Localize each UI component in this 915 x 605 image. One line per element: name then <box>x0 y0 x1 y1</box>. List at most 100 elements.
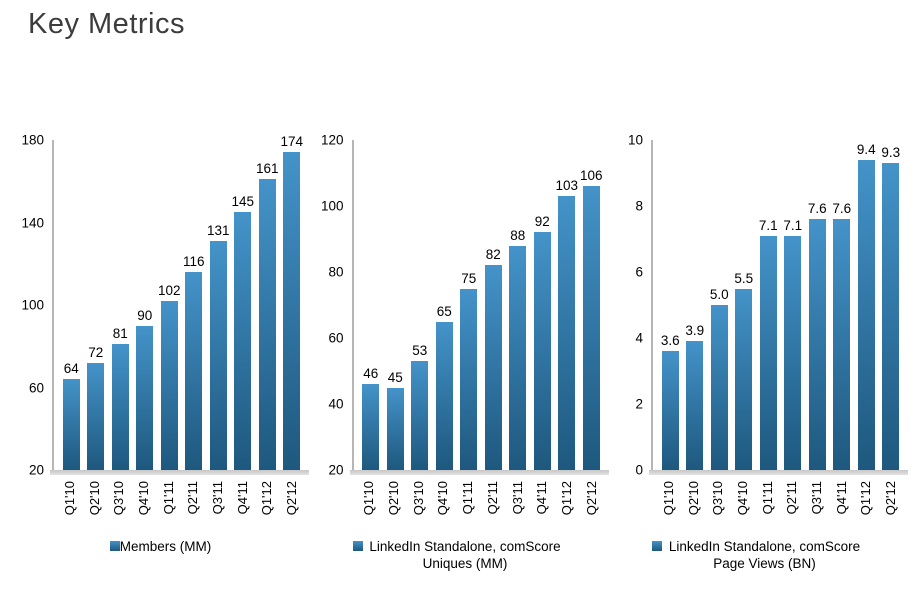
x-tick-label: Q4'11 <box>534 481 550 515</box>
bar-value-label: 3.6 <box>660 333 680 349</box>
x-slot: Q4'10 <box>730 481 755 529</box>
bar-slot: 90 <box>133 140 158 470</box>
x-axis-baseline <box>349 470 609 475</box>
y-tick-label: 40 <box>328 396 344 412</box>
bar: 131 <box>207 223 230 470</box>
bar-value-label: 72 <box>88 344 104 360</box>
y-tick-label: 60 <box>328 330 344 346</box>
legend-swatch-icon <box>352 541 363 551</box>
bar-slot: 116 <box>182 140 207 470</box>
plot-area: 3.6 3.9 5.0 5.5 7.1 7.1 7.6 7.6 9.4 9.3 <box>651 140 908 470</box>
x-tick-label: Q2'12 <box>284 481 300 516</box>
bar-value-label: 5.5 <box>734 270 754 286</box>
plot-area: 64 72 81 90 102 116 131 145 161 174 <box>52 134 309 470</box>
y-tick-label: 20 <box>328 462 344 478</box>
x-tick-label: Q1'12 <box>558 481 574 516</box>
x-tick-label: Q4'11 <box>234 481 250 515</box>
bar-slot: 102 <box>157 140 182 470</box>
x-tick-label: Q4'10 <box>135 481 151 516</box>
legend-label: Members (MM) <box>119 539 212 554</box>
x-slot: Q2'12 <box>279 481 304 529</box>
bar-slot: 75 <box>457 140 482 470</box>
x-tick-label: Q4'10 <box>435 481 451 516</box>
bar-value-label: 88 <box>510 227 526 243</box>
bar-value-label: 9.4 <box>856 141 876 157</box>
bar: 5.0 <box>710 287 729 470</box>
bar-slot: 45 <box>383 140 408 470</box>
bar-slot: 5.0 <box>707 140 732 470</box>
x-slot: Q1'10 <box>656 481 681 529</box>
bar: 5.5 <box>734 271 753 470</box>
bar-value-label: 9.3 <box>881 145 901 161</box>
x-slot: Q2'11 <box>480 481 505 529</box>
bar-value-label: 45 <box>387 369 403 385</box>
bar-slot: 46 <box>359 140 384 470</box>
x-tick-label: Q1'12 <box>858 481 874 516</box>
x-axis-labels: Q1'10 Q2'10 Q3'10 Q4'10 Q1'11 Q2'11 Q3'11 Q4'11… <box>352 481 609 529</box>
y-tick-label: 10 <box>627 132 643 148</box>
x-tick-label: Q4'11 <box>833 481 849 515</box>
bar-value-label: 103 <box>555 178 579 194</box>
x-slot: Q2'12 <box>579 481 604 529</box>
bar-slot: 103 <box>555 140 580 470</box>
y-tick-label: 100 <box>320 198 344 214</box>
bar-slot: 161 <box>255 140 280 470</box>
bar: 3.6 <box>661 333 680 470</box>
bar-value-label: 161 <box>255 161 279 177</box>
x-tick-label: Q1'10 <box>61 481 77 516</box>
x-tick-label: Q1'11 <box>759 481 775 515</box>
bar-value-label: 81 <box>112 326 128 342</box>
chart-comscore-page-views: 10 8 6 4 2 0 3.6 3.9 5.0 5.5 7.1 7.1 7.6 7.6 9.4 9.3 Q… <box>611 133 908 572</box>
bar: 88 <box>509 228 527 470</box>
x-slot: Q1'10 <box>357 481 382 529</box>
x-slot: Q3'10 <box>406 481 431 529</box>
bar: 3.9 <box>685 323 704 470</box>
x-slot: Q2'10 <box>681 481 706 529</box>
x-tick-label: Q2'11 <box>484 481 500 515</box>
bar: 106 <box>580 168 603 470</box>
bar: 72 <box>87 345 105 470</box>
x-slot: Q3'11 <box>505 481 530 529</box>
x-slot: Q1'11 <box>156 481 181 529</box>
y-tick-label: 4 <box>635 330 643 346</box>
bar-value-label: 92 <box>534 214 550 230</box>
bar-slot: 81 <box>108 140 133 470</box>
y-tick-label: 2 <box>635 396 643 412</box>
bar-slot: 174 <box>280 134 305 470</box>
bar-value-label: 3.9 <box>685 323 705 339</box>
chart-area: 10 8 6 4 2 0 3.6 3.9 5.0 5.5 7.1 7.1 7.6 7.6 9.4 9.3 Q… <box>611 133 908 529</box>
bar: 145 <box>231 194 254 470</box>
x-tick-label: Q3'11 <box>509 481 525 515</box>
y-axis: 120 100 80 60 40 20 <box>312 133 352 476</box>
y-tick-label: 100 <box>21 297 44 313</box>
charts-row: 180 140 100 60 20 64 72 81 90 102 116 131 145 161 174… <box>12 133 908 572</box>
x-slot: Q4'11 <box>529 481 554 529</box>
x-tick-label: Q3'10 <box>410 481 426 516</box>
bar: 9.3 <box>881 145 900 470</box>
y-tick-label: 20 <box>28 462 44 478</box>
y-tick-label: 180 <box>21 132 44 148</box>
bar-value-label: 116 <box>182 254 205 269</box>
chart-members: 180 140 100 60 20 64 72 81 90 102 116 131 145 161 174… <box>12 133 309 572</box>
chart-comscore-uniques: 120 100 80 60 40 20 46 45 53 65 75 82 88 92 103 106 Q1… <box>312 133 609 572</box>
bar: 161 <box>256 161 279 470</box>
bar-slot: 131 <box>206 140 231 470</box>
bar: 53 <box>411 343 429 470</box>
x-slot: Q1'10 <box>57 481 82 529</box>
x-axis-baseline <box>649 470 908 475</box>
bar: 46 <box>362 366 380 470</box>
x-axis-labels: Q1'10 Q2'10 Q3'10 Q4'10 Q1'11 Q2'11 Q3'11 Q4'11… <box>651 481 908 529</box>
bar-slot: 7.1 <box>781 140 806 470</box>
x-tick-label: Q4'10 <box>734 481 750 516</box>
plot-area: 46 45 53 65 75 82 88 92 103 106 <box>351 140 609 470</box>
y-tick-label: 80 <box>328 264 344 280</box>
bar-slot: 3.6 <box>658 140 683 470</box>
bar-value-label: 82 <box>485 247 501 263</box>
bar-value-label: 102 <box>157 282 181 298</box>
x-slot: Q4'11 <box>230 481 255 529</box>
x-tick-label: Q2'10 <box>386 481 402 516</box>
x-tick-label: Q2'12 <box>583 481 599 516</box>
bar: 102 <box>158 283 181 470</box>
bar-value-label: 7.1 <box>758 217 778 233</box>
